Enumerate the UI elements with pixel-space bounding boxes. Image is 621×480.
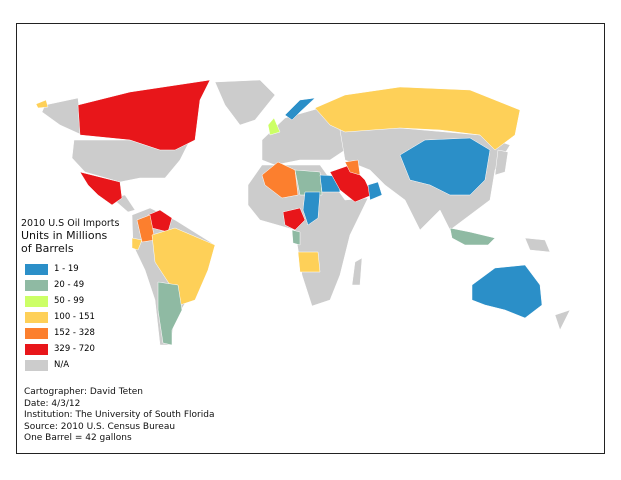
legend-swatch — [25, 311, 48, 323]
uk — [267, 117, 281, 136]
source: Source: 2010 U.S. Census Bureau — [24, 421, 176, 432]
map-credits: Cartographer: David Teten Date: 4/3/12 I… — [24, 387, 214, 445]
legend-swatch — [25, 295, 48, 307]
europe — [261, 107, 346, 166]
algeria — [261, 161, 299, 199]
australia — [471, 264, 543, 319]
nigeria — [282, 207, 306, 231]
legend-item: 50 - 99 — [25, 293, 121, 309]
china — [399, 137, 491, 196]
legend-title: 2010 U.S Oil Imports — [21, 218, 120, 229]
legend-item: 1 - 19 — [25, 261, 121, 277]
russia — [314, 86, 521, 151]
japan — [494, 149, 509, 176]
legend-item: 152 - 328 — [25, 325, 121, 341]
cartographer: Cartographer: David Teten — [24, 387, 143, 397]
date: Date: 4/3/12 — [24, 398, 81, 409]
greenland — [214, 79, 276, 126]
legend-subtitle: Units in Millions of Barrels — [21, 229, 108, 255]
mexico — [79, 171, 123, 206]
legend-item: 100 - 151 — [25, 309, 121, 325]
canada — [77, 79, 211, 151]
angola — [297, 251, 321, 273]
oman — [367, 181, 383, 201]
argentina — [157, 281, 183, 346]
institution: Institution: The University of South Flo… — [24, 410, 215, 420]
legend-swatch — [25, 263, 48, 275]
map-frame — [16, 23, 605, 454]
legend-swatch — [25, 327, 48, 339]
norway — [284, 97, 316, 121]
legend-swatch — [25, 343, 48, 355]
legend-item: 329 - 720 — [25, 341, 121, 357]
barrel-note: One Barrel = 42 gallons — [24, 433, 132, 443]
iraq — [344, 159, 361, 176]
legend-swatch — [25, 359, 48, 371]
legend-item: 20 - 49 — [25, 277, 121, 293]
brazil — [151, 227, 216, 306]
png — [524, 237, 551, 253]
map-legend: 2010 U.S Oil Imports Units in Millions o… — [21, 218, 121, 373]
legend-item: N/A — [25, 357, 121, 373]
legend-swatch — [25, 279, 48, 291]
africa — [247, 164, 369, 307]
libya — [294, 169, 323, 196]
congo — [291, 229, 301, 246]
chad — [302, 191, 321, 226]
new-zealand — [554, 309, 571, 331]
madagascar — [351, 257, 363, 286]
iceland — [35, 99, 49, 109]
ecuador — [131, 237, 143, 251]
indonesia — [449, 227, 496, 246]
alaska — [41, 97, 83, 136]
